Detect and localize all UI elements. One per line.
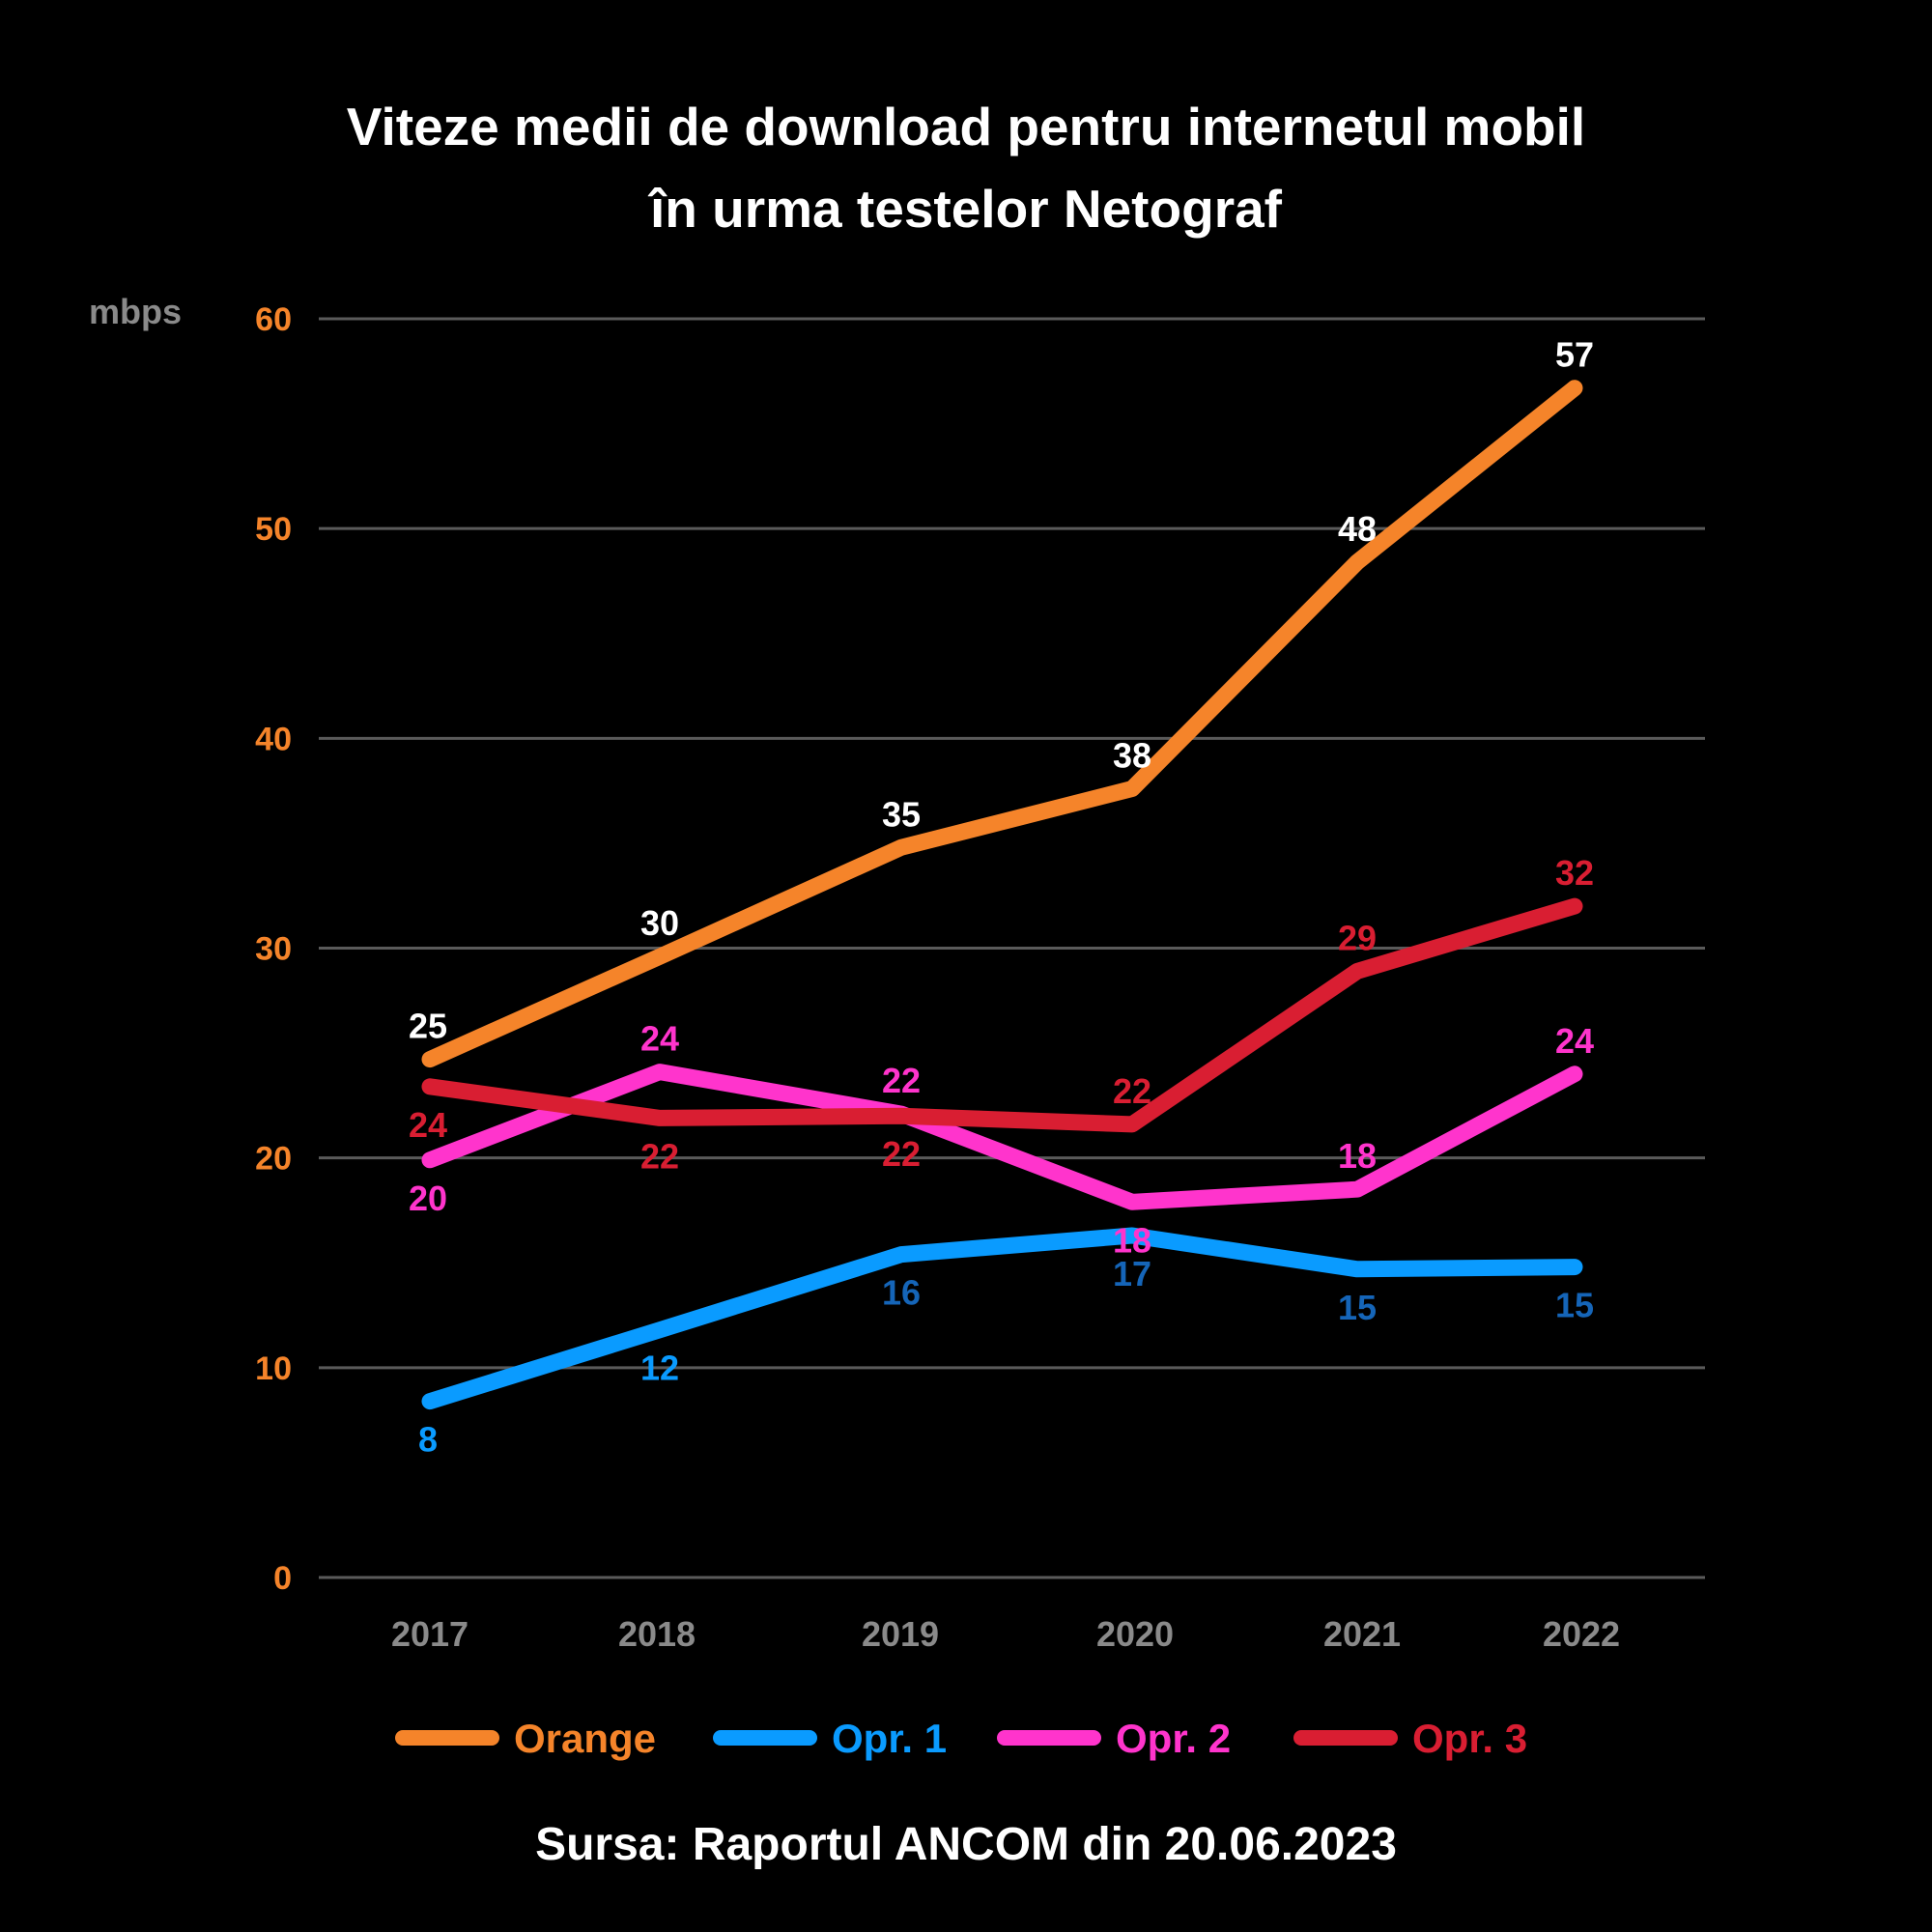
legend: Orange Opr. 1 Opr. 2 Opr. 3 bbox=[395, 1716, 1527, 1761]
data-label: 15 bbox=[1555, 1286, 1594, 1325]
data-label: 15 bbox=[1338, 1288, 1377, 1327]
data-label: 22 bbox=[882, 1061, 921, 1100]
data-label: 24 bbox=[409, 1105, 447, 1145]
legend-label: Opr. 3 bbox=[1412, 1716, 1527, 1761]
data-label: 22 bbox=[1113, 1071, 1151, 1111]
data-label: 32 bbox=[1555, 853, 1594, 893]
data-label: 38 bbox=[1113, 735, 1151, 775]
data-label: 20 bbox=[409, 1179, 447, 1218]
y-axis-ticks: 0 10 20 30 40 50 60 bbox=[255, 301, 292, 1597]
legend-label: Opr. 2 bbox=[1116, 1716, 1231, 1761]
data-label: 29 bbox=[1338, 918, 1377, 957]
legend-label: Orange bbox=[514, 1716, 656, 1761]
data-label: 35 bbox=[882, 794, 921, 834]
data-label: 22 bbox=[640, 1136, 679, 1176]
data-label: 24 bbox=[1555, 1021, 1594, 1061]
data-label: 24 bbox=[640, 1019, 679, 1059]
x-axis-ticks: 2017 2018 2019 2020 2021 2022 bbox=[391, 1614, 1620, 1654]
data-label: 18 bbox=[1113, 1220, 1151, 1260]
data-label: 18 bbox=[1338, 1136, 1377, 1176]
data-label: 8 bbox=[418, 1420, 438, 1460]
series-line-orange bbox=[421, 380, 1583, 1068]
y-tick-label: 10 bbox=[255, 1350, 292, 1387]
data-label: 17 bbox=[1113, 1254, 1151, 1293]
series-line-opr-1 bbox=[421, 1227, 1583, 1410]
y-tick-label: 60 bbox=[255, 301, 292, 338]
x-tick-label: 2019 bbox=[862, 1614, 939, 1654]
series-lines bbox=[421, 380, 1583, 1410]
data-label: 30 bbox=[640, 903, 679, 943]
y-tick-label: 50 bbox=[255, 511, 292, 548]
data-label: 57 bbox=[1555, 335, 1594, 375]
data-label: 16 bbox=[882, 1273, 921, 1313]
x-tick-label: 2022 bbox=[1543, 1614, 1620, 1654]
series-line-opr-2 bbox=[421, 1064, 1583, 1210]
x-tick-label: 2021 bbox=[1323, 1614, 1401, 1654]
x-tick-label: 2017 bbox=[391, 1614, 469, 1654]
y-tick-label: 40 bbox=[255, 721, 292, 757]
data-label: 48 bbox=[1338, 509, 1377, 549]
series-line-opr-3 bbox=[421, 897, 1583, 1133]
y-tick-label: 20 bbox=[255, 1141, 292, 1178]
data-label: 22 bbox=[882, 1134, 921, 1174]
y-tick-label: 0 bbox=[273, 1560, 292, 1597]
y-tick-label: 30 bbox=[255, 931, 292, 968]
y-axis-unit-label: mbps bbox=[89, 292, 182, 331]
data-label: 12 bbox=[640, 1349, 679, 1388]
legend-label: Opr. 1 bbox=[832, 1716, 947, 1761]
chart-title-line-1: Viteze medii de download pentru internet… bbox=[347, 97, 1585, 156]
data-labels: 25 30 35 38 48 57 8 12 16 17 15 15 20 24 22 18 18 24 24 22 2… bbox=[409, 335, 1594, 1460]
x-tick-label: 2018 bbox=[618, 1614, 696, 1654]
x-tick-label: 2020 bbox=[1096, 1614, 1174, 1654]
source-note: Sursa: Raportul ANCOM din 20.06.2023 bbox=[535, 1819, 1397, 1870]
data-label: 25 bbox=[409, 1007, 447, 1046]
chart-title-line-2: în urma testelor Netograf bbox=[647, 179, 1283, 239]
